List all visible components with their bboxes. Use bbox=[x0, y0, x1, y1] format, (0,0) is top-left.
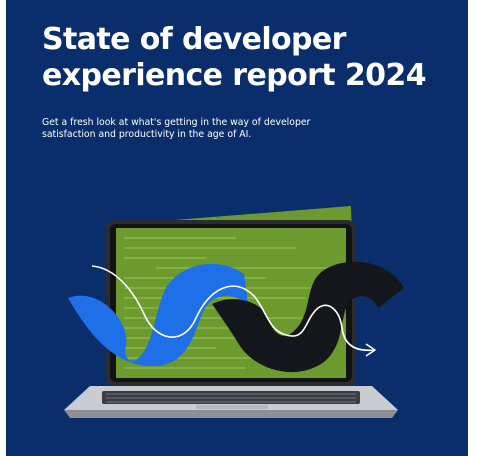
report-subtitle: Get a fresh look at what's getting in th… bbox=[42, 117, 311, 140]
report-title-line-2: experience report 2024 bbox=[42, 58, 427, 93]
white-arrow-line bbox=[91, 265, 376, 357]
report-card[interactable]: State of developer experience report 202… bbox=[6, 0, 468, 456]
report-title-line-1: State of developer bbox=[42, 22, 346, 57]
report-title: State of developer experience report 202… bbox=[42, 22, 462, 94]
laptop-illustration bbox=[64, 206, 404, 418]
black-wave-shape bbox=[212, 261, 404, 373]
blue-wave-shape bbox=[68, 263, 248, 367]
